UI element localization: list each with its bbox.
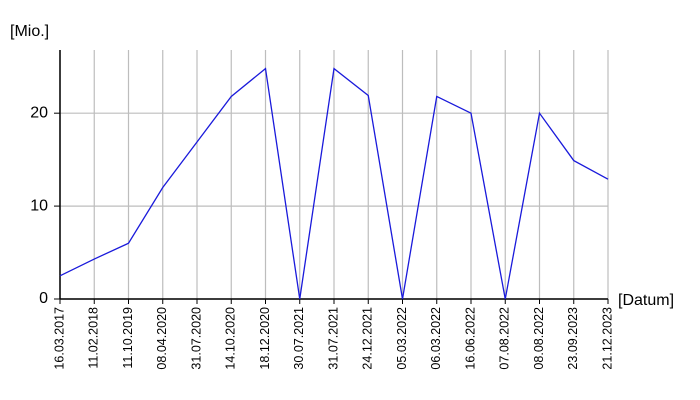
x-tick-label: 07.08.2022 (498, 307, 512, 370)
x-tick-label: 08.08.2022 (532, 307, 546, 370)
x-tick-label: 23.09.2023 (566, 307, 580, 370)
data-line (59, 67, 609, 300)
y-axis-label: [Mio.] (10, 23, 49, 40)
x-tick-label: 31.07.2020 (189, 307, 203, 370)
x-tick-label: 16.03.2017 (52, 307, 66, 370)
x-tick-label: 05.03.2022 (395, 307, 409, 370)
x-tick-label: 24.12.2021 (361, 307, 375, 370)
x-tick-label: 06.03.2022 (429, 307, 443, 370)
x-tick-label: 16.06.2022 (463, 307, 477, 370)
y-tick-label: 10 (30, 197, 48, 214)
x-tick-label: 21.12.2023 (600, 307, 614, 370)
x-tick-label: 08.04.2020 (155, 307, 169, 370)
x-tick-label: 18.12.2020 (258, 307, 272, 370)
x-tick-label: 11.10.2019 (121, 307, 135, 369)
x-tick-label: 11.02.2018 (87, 307, 101, 369)
x-axis-label: [Datum] (618, 292, 674, 309)
y-tick-label: 20 (30, 104, 48, 121)
x-tick-label: 30.07.2021 (292, 307, 306, 370)
x-tick-label: 31.07.2021 (326, 307, 340, 370)
x-tick-label: 14.10.2020 (224, 307, 238, 370)
y-tick-label: 0 (39, 290, 48, 307)
